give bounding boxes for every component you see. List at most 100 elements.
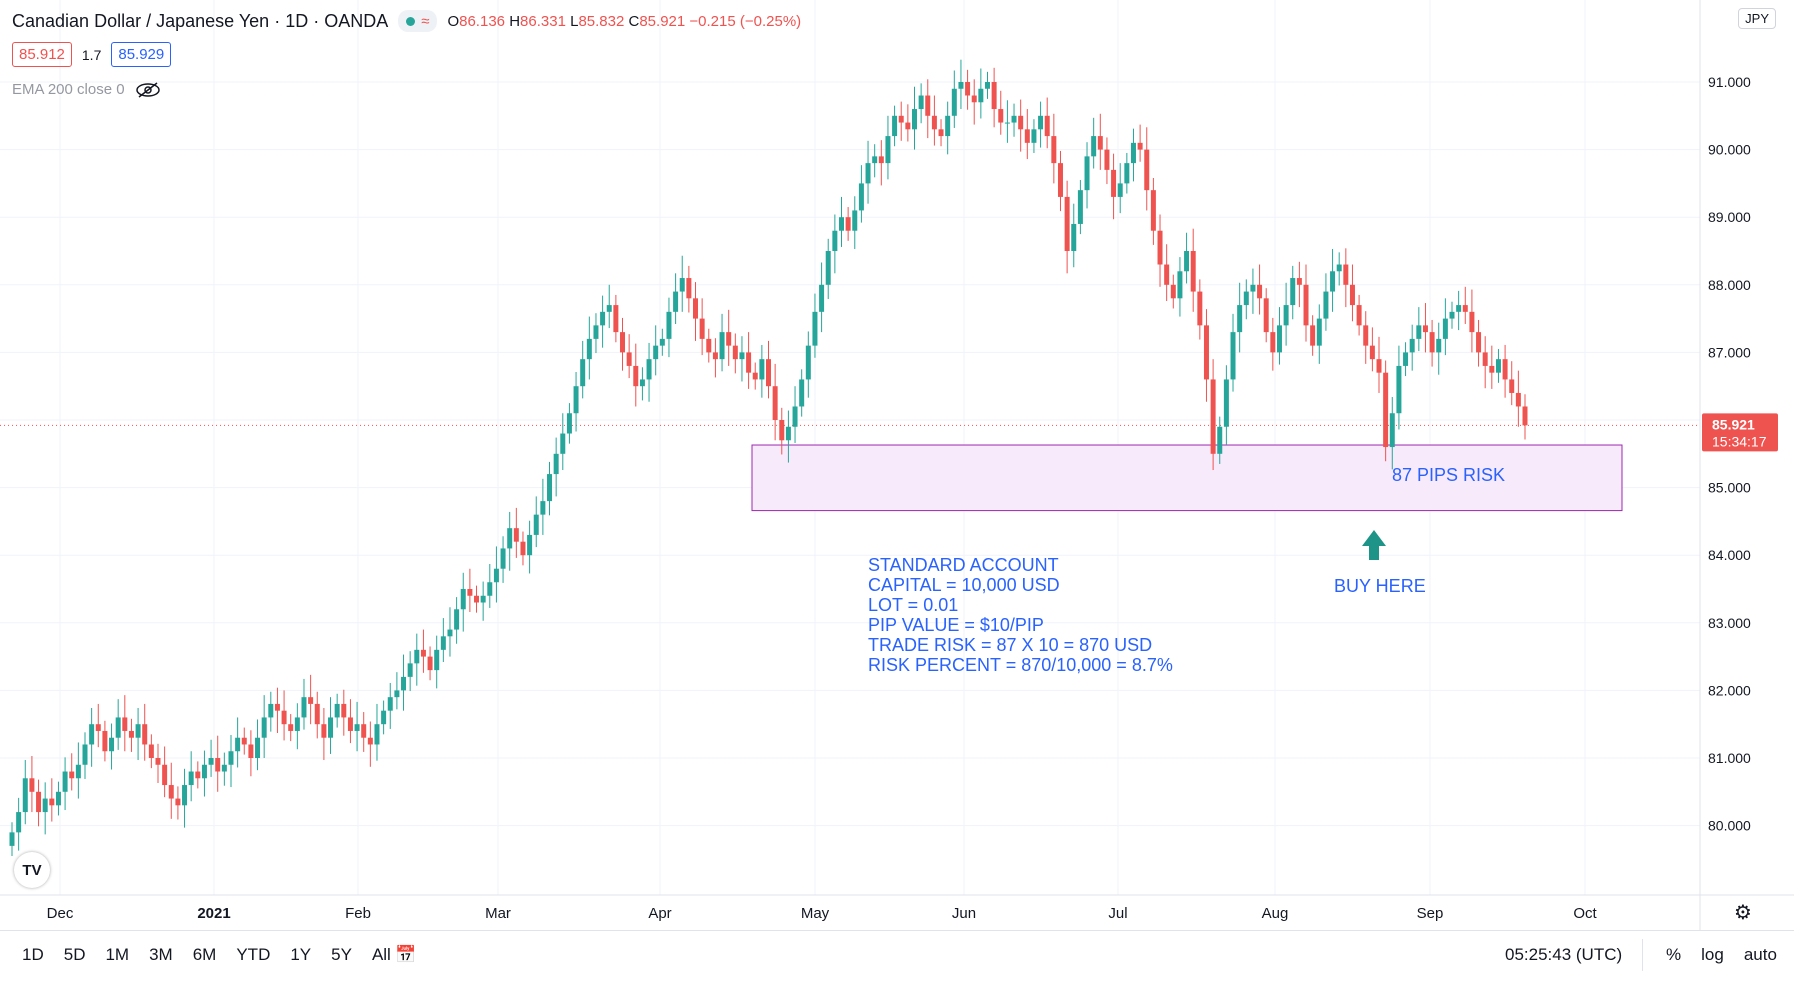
candle-body — [1270, 332, 1276, 353]
candle-body — [1137, 142, 1143, 150]
current-price-label: 85.921 — [1712, 416, 1755, 432]
candle-body — [686, 278, 692, 299]
candle-body — [1170, 284, 1176, 299]
candle-body — [1011, 115, 1017, 123]
percent-scale-toggle[interactable]: % — [1666, 945, 1682, 964]
range-5y[interactable]: 5Y — [331, 945, 352, 964]
spread-value: 1.7 — [81, 46, 102, 63]
candle-body — [301, 697, 307, 718]
candle-body — [1144, 149, 1150, 191]
candle-body — [128, 730, 134, 738]
tradingview-logo[interactable]: TV — [14, 852, 50, 888]
price-tick-label: 81.000 — [1708, 750, 1751, 766]
range-all[interactable]: All — [371, 945, 391, 964]
time-tick-label: Aug — [1262, 905, 1289, 922]
range-1y[interactable]: 1Y — [290, 945, 312, 964]
candle-body — [1104, 149, 1110, 170]
price-tick-label: 83.000 — [1708, 615, 1751, 631]
candle-body — [1250, 284, 1256, 292]
candle-body — [1031, 129, 1037, 143]
candle-body — [175, 798, 181, 806]
candle-body — [1482, 352, 1488, 366]
range-3m[interactable]: 3M — [149, 945, 173, 964]
candle-body — [566, 413, 572, 434]
candle-body — [1389, 413, 1395, 448]
candle-body — [984, 82, 990, 89]
market-open-icon — [406, 16, 416, 26]
candle-body — [639, 379, 645, 387]
candle-body — [434, 649, 440, 671]
candle-body — [1164, 264, 1170, 285]
candle-body — [1276, 325, 1282, 353]
candle-body — [440, 636, 446, 650]
risk-zone-label: 87 PIPS RISK — [1392, 465, 1505, 485]
settings-gear-icon[interactable]: ⚙ — [1734, 902, 1752, 924]
candle-body — [221, 764, 227, 772]
symbol-title[interactable]: Canadian Dollar / Japanese Yen · 1D · OA… — [12, 10, 389, 31]
candle-body — [1150, 190, 1156, 231]
candle-body — [1363, 325, 1369, 346]
note-line: CAPITAL = 10,000 USD — [868, 575, 1060, 595]
candle-body — [95, 724, 101, 731]
scale-options: % log auto — [1666, 945, 1777, 965]
candle-body — [1091, 136, 1097, 157]
buy-button[interactable]: 85.929 — [111, 42, 172, 67]
candle-body — [1336, 264, 1342, 272]
candle-body — [248, 744, 254, 758]
currency-button[interactable]: JPY — [1738, 8, 1776, 29]
utc-clock[interactable]: 05:25:43 (UTC) — [1505, 945, 1623, 964]
indicator-legend[interactable]: EMA 200 close 0 — [12, 81, 161, 98]
candle-body — [606, 305, 612, 312]
candle-body — [759, 359, 765, 380]
candle-body — [1124, 163, 1130, 184]
candle-body — [321, 724, 327, 738]
data-delay-icon: ≈ — [421, 12, 430, 30]
goto-date-icon[interactable]: 📅 — [395, 945, 417, 964]
candle-body — [1356, 305, 1362, 326]
candle-body — [341, 703, 347, 718]
range-1m[interactable]: 1M — [105, 945, 130, 964]
candle-body — [235, 737, 241, 752]
time-tick-label: Oct — [1573, 905, 1597, 922]
candle-body — [268, 703, 274, 718]
candle-body — [540, 501, 546, 515]
candle-body — [1296, 278, 1302, 285]
market-status-pill[interactable]: ≈ — [398, 10, 438, 32]
candle-body — [785, 426, 791, 441]
candle-body — [1064, 196, 1070, 251]
range-5d[interactable]: 5D — [63, 945, 86, 964]
candle-body — [1217, 426, 1223, 454]
candle-body — [600, 311, 606, 326]
log-scale-toggle[interactable]: log — [1701, 945, 1724, 964]
candle-body — [1018, 115, 1024, 130]
candle-body — [1495, 359, 1501, 373]
candle-body — [420, 649, 426, 657]
candle-body — [560, 433, 566, 454]
range-6m[interactable]: 6M — [192, 945, 217, 964]
hidden-eye-icon[interactable] — [135, 81, 161, 98]
candle-body — [792, 406, 798, 427]
candle-body — [938, 129, 944, 137]
auto-scale-toggle[interactable]: auto — [1743, 945, 1777, 964]
price-tick-label: 80.000 — [1708, 818, 1751, 834]
candle-body — [673, 291, 679, 312]
candle-body — [1369, 345, 1375, 360]
candle-body — [447, 629, 453, 637]
sell-button[interactable]: 85.912 — [12, 42, 72, 67]
candle-body — [633, 365, 639, 387]
candle-body — [586, 338, 592, 360]
candle-body — [1509, 379, 1515, 393]
current-price-tag — [1702, 413, 1778, 452]
candle-body — [1409, 338, 1415, 353]
candle-body — [102, 730, 108, 752]
candle-body — [945, 115, 951, 137]
range-1d[interactable]: 1D — [22, 945, 44, 964]
candle-body — [1469, 311, 1475, 333]
candle-body — [958, 82, 964, 89]
candle-body — [36, 791, 42, 813]
range-ytd[interactable]: YTD — [236, 945, 271, 964]
candle-body — [965, 82, 971, 96]
candle-body — [427, 656, 433, 671]
candle-body — [29, 778, 35, 792]
